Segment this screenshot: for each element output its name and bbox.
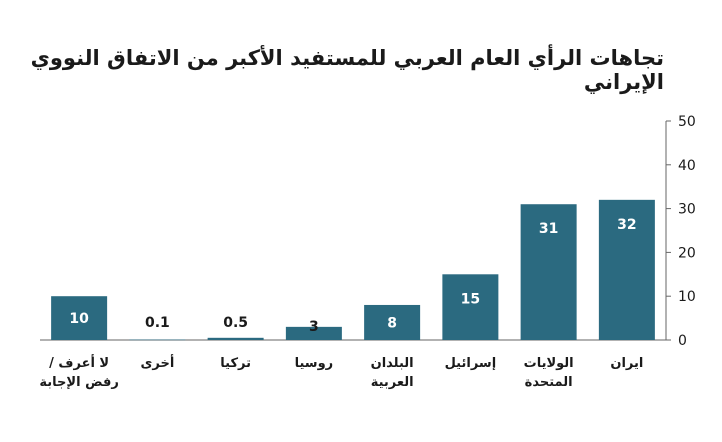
bar	[598, 199, 655, 340]
data-label: 15	[461, 291, 480, 307]
y-tick-label: 30	[678, 202, 696, 218]
bar	[129, 339, 186, 341]
data-label: 3	[309, 319, 319, 335]
data-label: 31	[539, 221, 558, 237]
bar	[207, 337, 264, 340]
category-label: روسيا	[295, 356, 334, 371]
chart-title: تجاهات الرأي العام العربي للمستفيد الأكب…	[30, 46, 664, 94]
bar	[442, 274, 499, 340]
category-label: تركيا	[220, 356, 251, 371]
data-label: 10	[69, 311, 89, 327]
y-tick-label: 0	[678, 333, 687, 349]
category-label: أخرى	[140, 354, 174, 371]
data-label: 0.5	[223, 315, 248, 331]
category-label: المتحدة	[525, 375, 573, 390]
category-label: الولايات	[524, 356, 574, 371]
y-tick-label: 40	[678, 158, 696, 174]
category-label: العربية	[371, 375, 414, 390]
category-label: لا أعرف /	[49, 354, 109, 371]
category-label: إسرائيل	[445, 356, 497, 371]
bar	[520, 204, 577, 340]
category-label: البلدان	[371, 356, 414, 371]
data-label: 32	[617, 217, 636, 233]
bar	[364, 304, 421, 340]
bar	[51, 296, 108, 340]
y-tick-label: 20	[678, 245, 696, 261]
category-label: رفض الإجابة	[39, 375, 118, 390]
data-label: 8	[387, 315, 397, 331]
category-label: ايران	[610, 356, 643, 371]
data-label: 0.1	[145, 315, 170, 331]
bar	[285, 326, 342, 340]
y-tick-label: 50	[678, 114, 696, 130]
y-tick-label: 10	[678, 289, 696, 305]
